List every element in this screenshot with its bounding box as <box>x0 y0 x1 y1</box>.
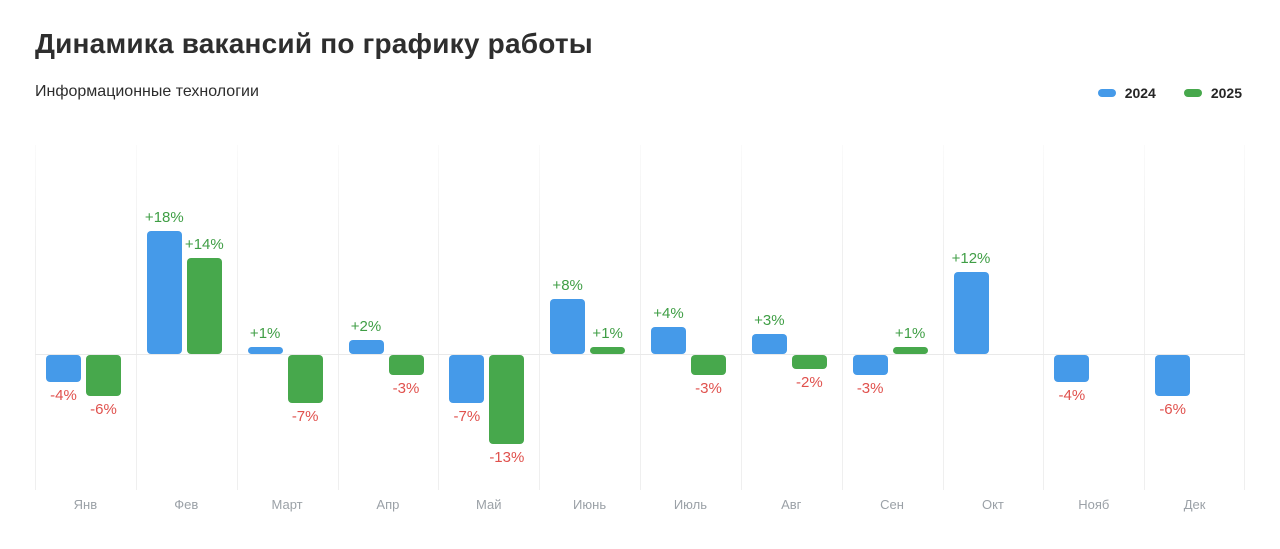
bar-2024-Март <box>247 347 283 354</box>
chart-subtitle: Информационные технологии <box>35 83 259 100</box>
legend: 2024 2025 <box>1097 85 1242 101</box>
gridline-vertical <box>136 145 137 490</box>
legend-item-2025: 2025 <box>1183 85 1242 101</box>
bar-value-label: +1% <box>249 325 281 343</box>
bar-2025-Март <box>287 355 323 403</box>
bar-2025-Фев <box>186 258 222 354</box>
plot-area: Янв Фев Март Апр Май Июнь Июль Авг Сен Окт Нояб Дек… <box>35 145 1245 512</box>
bar-2025-Авг <box>791 355 827 369</box>
x-axis-label: Окт <box>981 497 1004 512</box>
legend-label-2024: 2024 <box>1124 85 1156 101</box>
bar-value-label: +1% <box>894 325 926 343</box>
chart-title: Динамика вакансий по графику работы <box>35 28 593 59</box>
x-axis-label: Сен <box>880 497 904 512</box>
bar-value-label: -4% <box>50 387 77 405</box>
bar-2025-Янв <box>86 355 121 396</box>
bar-2024-Июль <box>651 326 686 354</box>
gridline-vertical <box>943 145 944 490</box>
bar-value-label: -6% <box>1159 400 1186 418</box>
bar-value-label: +18% <box>144 209 184 227</box>
gridline-vertical <box>1244 145 1245 490</box>
bar-value-label: -6% <box>90 400 117 418</box>
bar-2024-Сен <box>852 355 888 376</box>
x-axis-label: Апр <box>376 497 400 512</box>
x-axis-label: Фев <box>174 497 199 512</box>
bar-2024-Май <box>449 355 485 403</box>
bar-value-label: +3% <box>754 311 785 329</box>
legend-swatch-2024-icon <box>1097 89 1116 97</box>
bar-value-label: -7% <box>291 407 319 425</box>
bar-value-label: +1% <box>592 325 623 343</box>
bar-value-label: +8% <box>552 277 583 295</box>
bar-2024-Авг <box>751 333 787 354</box>
bar-value-label: -7% <box>453 407 481 425</box>
bar-2025-Июль <box>691 355 726 376</box>
bar-2024-Апр <box>348 340 384 354</box>
bar-value-label: -3% <box>392 380 420 398</box>
bar-2024-Июнь <box>550 299 586 354</box>
x-axis-labels: Янв Фев Март Апр Май Июнь Июль Авг Сен Окт Нояб Дек <box>35 497 1245 517</box>
legend-item-2024: 2024 <box>1097 85 1156 101</box>
bar-2024-Дек <box>1155 355 1191 396</box>
gridline-vertical <box>237 145 238 490</box>
x-axis-label: Дек <box>1183 497 1206 512</box>
gridline-vertical <box>539 145 540 490</box>
zero-axis-line <box>35 354 1245 355</box>
bar-value-label: +2% <box>350 318 382 336</box>
gridline-vertical <box>741 145 742 490</box>
gridline-vertical <box>640 145 641 490</box>
gridline-vertical <box>338 145 339 490</box>
x-axis-label: Июль <box>673 497 707 512</box>
gridline-vertical <box>842 145 843 490</box>
bar-2025-Май <box>489 355 525 444</box>
gridline-vertical <box>1144 145 1145 490</box>
bar-2024-Окт <box>953 272 989 354</box>
bar-value-label: -4% <box>1058 387 1086 405</box>
bar-value-label: -3% <box>856 380 884 398</box>
bar-value-label: +14% <box>184 236 224 254</box>
bar-2025-Сен <box>892 347 928 354</box>
x-axis-label: Март <box>271 497 303 512</box>
bar-value-label: -3% <box>695 380 722 398</box>
x-axis-label: Янв <box>73 497 98 512</box>
gridline-vertical <box>1043 145 1044 490</box>
x-axis-label: Авг <box>781 497 802 512</box>
bar-value-label: +4% <box>653 304 684 322</box>
bar-value-label: +12% <box>951 250 991 268</box>
x-axis-label: Май <box>476 497 502 512</box>
bar-2024-Нояб <box>1054 355 1090 383</box>
x-axis-label: Нояб <box>1078 497 1110 512</box>
gridline-vertical <box>438 145 439 490</box>
bar-value-label: -13% <box>489 448 525 466</box>
bar-2025-Апр <box>388 355 424 376</box>
bar-2024-Фев <box>146 231 182 354</box>
x-axis-label: Июнь <box>573 497 607 512</box>
gridline-vertical <box>35 145 36 490</box>
legend-swatch-2025-icon <box>1183 89 1202 97</box>
bar-2024-Янв <box>46 355 81 383</box>
bar-value-label: -2% <box>795 373 823 391</box>
legend-label-2025: 2025 <box>1210 85 1242 101</box>
bar-2025-Июнь <box>590 347 626 354</box>
